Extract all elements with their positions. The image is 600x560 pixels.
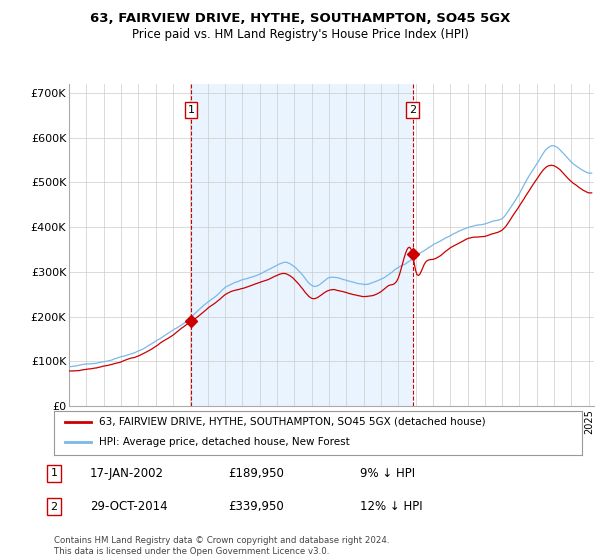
Text: 63, FAIRVIEW DRIVE, HYTHE, SOUTHAMPTON, SO45 5GX (detached house): 63, FAIRVIEW DRIVE, HYTHE, SOUTHAMPTON, … — [99, 417, 485, 427]
Text: Contains HM Land Registry data © Crown copyright and database right 2024.
This d: Contains HM Land Registry data © Crown c… — [54, 536, 389, 556]
Text: 1: 1 — [188, 105, 194, 115]
Text: £189,950: £189,950 — [228, 466, 284, 480]
Text: 9% ↓ HPI: 9% ↓ HPI — [360, 466, 415, 480]
Text: £339,950: £339,950 — [228, 500, 284, 514]
Text: Price paid vs. HM Land Registry's House Price Index (HPI): Price paid vs. HM Land Registry's House … — [131, 28, 469, 41]
Text: 2: 2 — [409, 105, 416, 115]
Text: HPI: Average price, detached house, New Forest: HPI: Average price, detached house, New … — [99, 437, 350, 447]
Text: 17-JAN-2002: 17-JAN-2002 — [90, 466, 164, 480]
Text: 12% ↓ HPI: 12% ↓ HPI — [360, 500, 422, 514]
Text: 29-OCT-2014: 29-OCT-2014 — [90, 500, 167, 514]
Bar — [191, 84, 413, 406]
Text: 1: 1 — [50, 468, 58, 478]
Text: 63, FAIRVIEW DRIVE, HYTHE, SOUTHAMPTON, SO45 5GX: 63, FAIRVIEW DRIVE, HYTHE, SOUTHAMPTON, … — [90, 12, 510, 25]
Text: 2: 2 — [50, 502, 58, 512]
